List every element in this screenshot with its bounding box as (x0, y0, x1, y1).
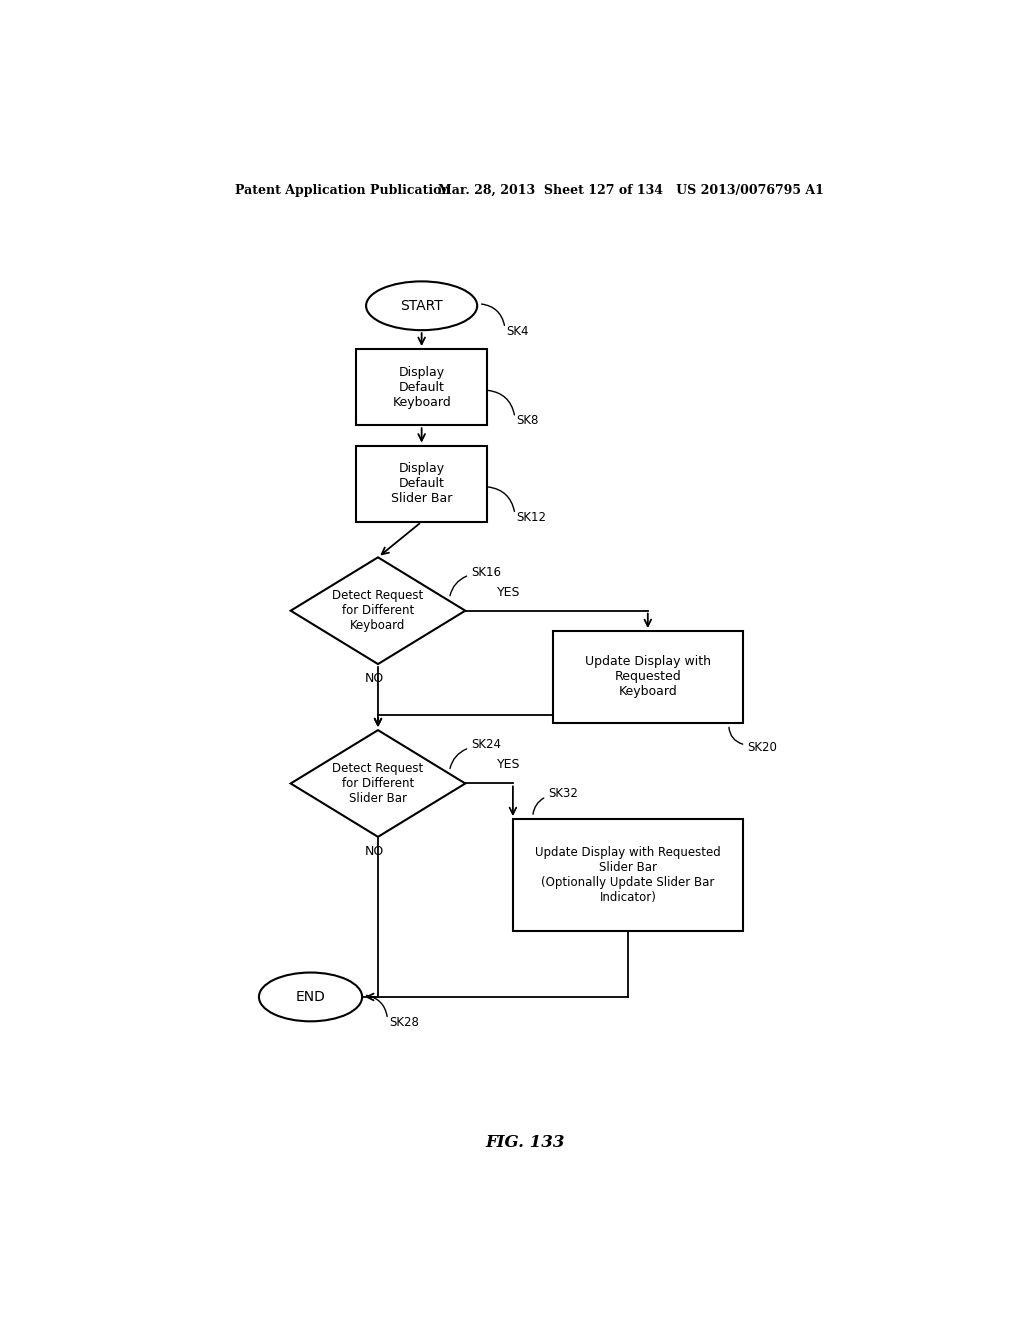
Text: SK4: SK4 (507, 325, 529, 338)
Text: Display
Default
Slider Bar: Display Default Slider Bar (391, 462, 453, 506)
Text: YES: YES (497, 586, 520, 598)
Text: NO: NO (365, 672, 384, 685)
Polygon shape (291, 730, 465, 837)
Text: NO: NO (365, 845, 384, 858)
Bar (356, 446, 487, 521)
Text: END: END (296, 990, 326, 1005)
Text: Detect Request
for Different
Slider Bar: Detect Request for Different Slider Bar (333, 762, 424, 805)
Text: SK32: SK32 (548, 787, 578, 800)
Text: SK12: SK12 (516, 511, 547, 524)
Bar (356, 348, 487, 425)
Text: YES: YES (497, 758, 520, 771)
Text: SK16: SK16 (471, 565, 501, 578)
Text: Mar. 28, 2013  Sheet 127 of 134   US 2013/0076795 A1: Mar. 28, 2013 Sheet 127 of 134 US 2013/0… (437, 183, 823, 197)
Text: SK28: SK28 (389, 1016, 419, 1028)
Text: Patent Application Publication: Patent Application Publication (236, 183, 451, 197)
Bar (553, 631, 743, 722)
Text: FIG. 133: FIG. 133 (485, 1134, 564, 1151)
Polygon shape (291, 557, 465, 664)
Text: Update Display with Requested
Slider Bar
(Optionally Update Slider Bar
Indicator: Update Display with Requested Slider Bar… (536, 846, 721, 904)
Text: Detect Request
for Different
Keyboard: Detect Request for Different Keyboard (333, 589, 424, 632)
Text: Display
Default
Keyboard: Display Default Keyboard (392, 366, 451, 409)
Text: SK8: SK8 (516, 414, 539, 428)
Text: SK20: SK20 (748, 742, 777, 755)
Text: SK24: SK24 (471, 738, 501, 751)
Bar (513, 818, 743, 931)
Text: Update Display with
Requested
Keyboard: Update Display with Requested Keyboard (585, 655, 711, 698)
Text: START: START (400, 298, 443, 313)
